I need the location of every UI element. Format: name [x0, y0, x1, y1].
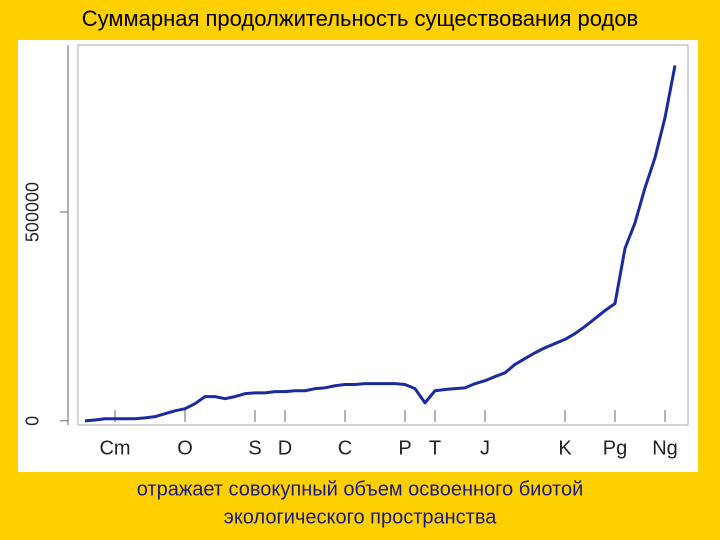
- data-line: [84, 65, 677, 423]
- chart-title: Суммарная продолжительность существовани…: [82, 6, 639, 31]
- y-tick-label: 500000: [23, 182, 43, 242]
- x-tick-label: T: [429, 437, 441, 459]
- x-tick-label: J: [480, 437, 490, 459]
- x-tick-label: C: [338, 437, 352, 459]
- x-tick-label: D: [278, 437, 292, 459]
- x-tick-label: Ng: [652, 437, 678, 459]
- x-tick-label: P: [398, 437, 411, 459]
- plot-box: [77, 44, 689, 426]
- x-tick-label: S: [248, 437, 261, 459]
- caption-line: экологического пространства: [224, 506, 498, 528]
- x-tick-label: Pg: [603, 437, 627, 459]
- x-tick-label: K: [558, 437, 572, 459]
- y-tick-label: 0: [23, 416, 43, 426]
- x-tick-label: O: [177, 437, 193, 459]
- x-tick-label: Cm: [99, 437, 130, 459]
- chart-area: [18, 40, 698, 472]
- caption-line: отражает совокупный объем освоенного био…: [137, 478, 584, 500]
